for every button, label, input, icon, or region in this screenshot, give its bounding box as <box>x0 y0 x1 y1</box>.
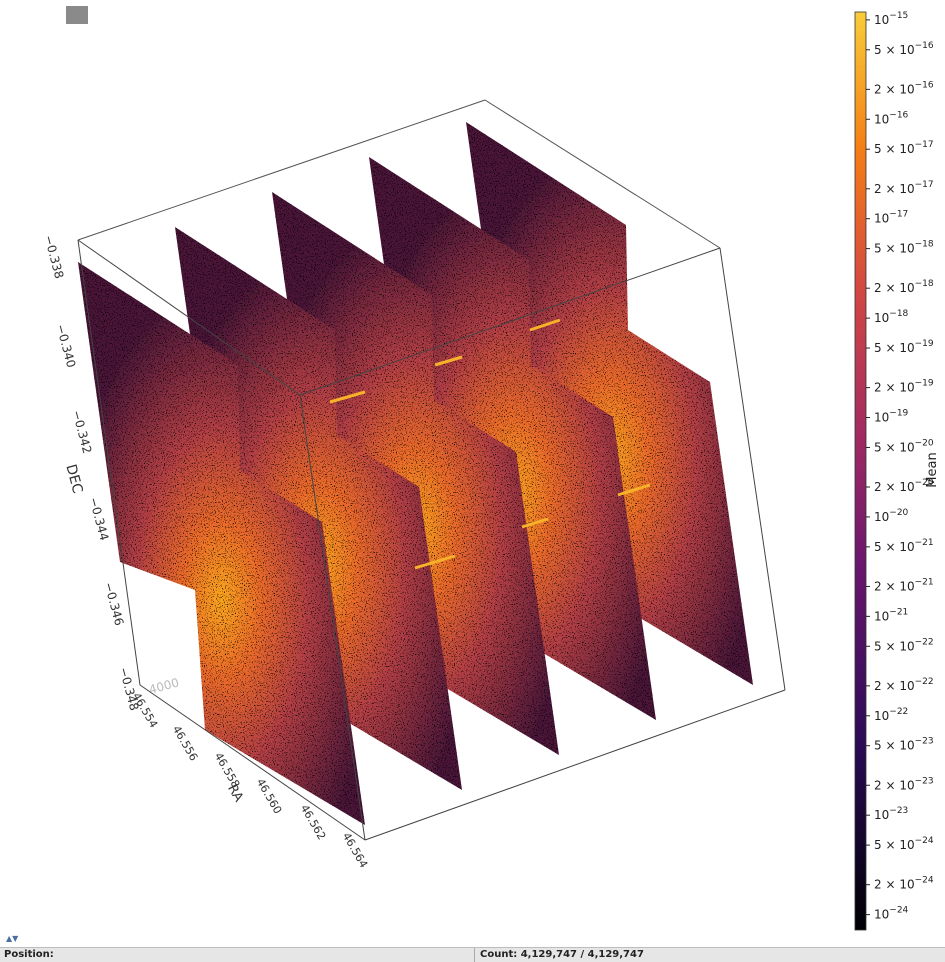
tick-base: 10 <box>874 510 889 524</box>
tick-base: 10 <box>874 311 889 325</box>
tick-exponent: −23 <box>915 737 934 747</box>
tick-exponent: −16 <box>889 110 908 120</box>
tick-base: 2 × 10 <box>874 778 915 792</box>
tick-exponent: −17 <box>889 210 908 220</box>
tick-base: 2 × 10 <box>874 579 915 593</box>
position-label: Position: <box>4 949 54 960</box>
tick-exponent: −17 <box>915 180 934 190</box>
tick-exponent: −17 <box>915 140 934 150</box>
tick-base: 10 <box>874 212 889 226</box>
colorbar <box>855 12 866 930</box>
tick-exponent: −18 <box>915 240 934 250</box>
tick-base: 10 <box>874 609 889 623</box>
tick-exponent: −20 <box>915 438 934 448</box>
tick-exponent: −19 <box>915 379 934 389</box>
tick-base: 10 <box>874 808 889 822</box>
tick-exponent: −23 <box>915 776 934 786</box>
tick-base: 5 × 10 <box>874 341 915 355</box>
tick-exponent: −22 <box>915 677 934 687</box>
tick-base: 5 × 10 <box>874 142 915 156</box>
tick-exponent: −22 <box>915 637 934 647</box>
tick-base: 10 <box>874 411 889 425</box>
tick-exponent: −19 <box>889 409 908 419</box>
tick-exponent: −24 <box>889 906 908 916</box>
tick-exponent: −24 <box>915 876 934 886</box>
tick-base: 5 × 10 <box>874 838 915 852</box>
tick-exponent: −16 <box>915 80 934 90</box>
tick-base: 5 × 10 <box>874 540 915 554</box>
tick-base: 2 × 10 <box>874 182 915 196</box>
tick-base: 2 × 10 <box>874 878 915 892</box>
tick-exponent: −18 <box>915 279 934 289</box>
tick-base: 10 <box>874 709 889 723</box>
tick-base: 5 × 10 <box>874 43 915 57</box>
tick-exponent: −16 <box>915 41 934 51</box>
tick-base: 2 × 10 <box>874 281 915 295</box>
tick-exponent: −23 <box>889 806 908 816</box>
separator <box>474 948 475 962</box>
tick-base: 10 <box>874 908 889 922</box>
tick-base: 2 × 10 <box>874 679 915 693</box>
count-label: Count: 4,129,747 / 4,129,747 <box>480 949 644 960</box>
tick-exponent: −21 <box>915 538 934 548</box>
tick-base: 5 × 10 <box>874 739 915 753</box>
tick-base: 10 <box>874 13 889 27</box>
splitter-arrows[interactable]: ▲▼ <box>6 934 19 943</box>
tick-exponent: −21 <box>889 607 908 617</box>
tick-exponent: −20 <box>915 478 934 488</box>
toolbar-icon[interactable] <box>66 6 88 24</box>
tick-exponent: −20 <box>889 508 908 518</box>
tick-exponent: −15 <box>889 11 908 21</box>
tick-exponent: −22 <box>889 707 908 717</box>
tick-base: 2 × 10 <box>874 480 915 494</box>
tick-base: 2 × 10 <box>874 381 915 395</box>
tick-exponent: −24 <box>915 836 934 846</box>
plot-canvas: DEC RA 4000 Mean ▲▼ −0.338−0.340−0.342−0… <box>0 0 945 946</box>
tick-exponent: −18 <box>889 309 908 319</box>
tick-base: 2 × 10 <box>874 82 915 96</box>
tick-base: 10 <box>874 112 889 126</box>
tick-exponent: −21 <box>915 577 934 587</box>
status-bar: Position: Count: 4,129,747 / 4,129,747 <box>0 947 945 962</box>
tick-base: 5 × 10 <box>874 639 915 653</box>
tick-base: 5 × 10 <box>874 242 915 256</box>
app-window: DEC RA 4000 Mean ▲▼ −0.338−0.340−0.342−0… <box>0 0 945 962</box>
tick-base: 5 × 10 <box>874 440 915 454</box>
tick-exponent: −19 <box>915 339 934 349</box>
